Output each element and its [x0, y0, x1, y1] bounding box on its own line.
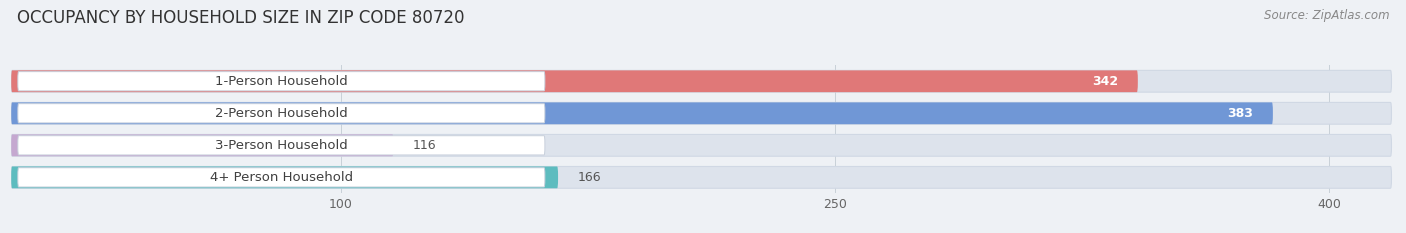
FancyBboxPatch shape: [18, 104, 546, 123]
Text: OCCUPANCY BY HOUSEHOLD SIZE IN ZIP CODE 80720: OCCUPANCY BY HOUSEHOLD SIZE IN ZIP CODE …: [17, 9, 464, 27]
Text: 4+ Person Household: 4+ Person Household: [209, 171, 353, 184]
FancyBboxPatch shape: [11, 103, 1272, 124]
Text: 3-Person Household: 3-Person Household: [215, 139, 347, 152]
FancyBboxPatch shape: [11, 70, 1137, 92]
FancyBboxPatch shape: [18, 168, 546, 187]
Text: 1-Person Household: 1-Person Household: [215, 75, 347, 88]
Text: 116: 116: [413, 139, 437, 152]
Text: 342: 342: [1092, 75, 1118, 88]
FancyBboxPatch shape: [18, 136, 546, 155]
Text: 2-Person Household: 2-Person Household: [215, 107, 347, 120]
FancyBboxPatch shape: [11, 134, 1392, 156]
FancyBboxPatch shape: [11, 70, 1392, 92]
FancyBboxPatch shape: [11, 166, 558, 188]
Text: 383: 383: [1227, 107, 1253, 120]
Text: Source: ZipAtlas.com: Source: ZipAtlas.com: [1264, 9, 1389, 22]
FancyBboxPatch shape: [18, 72, 546, 91]
FancyBboxPatch shape: [11, 134, 394, 156]
FancyBboxPatch shape: [11, 166, 1392, 188]
FancyBboxPatch shape: [11, 103, 1392, 124]
Text: 166: 166: [578, 171, 602, 184]
